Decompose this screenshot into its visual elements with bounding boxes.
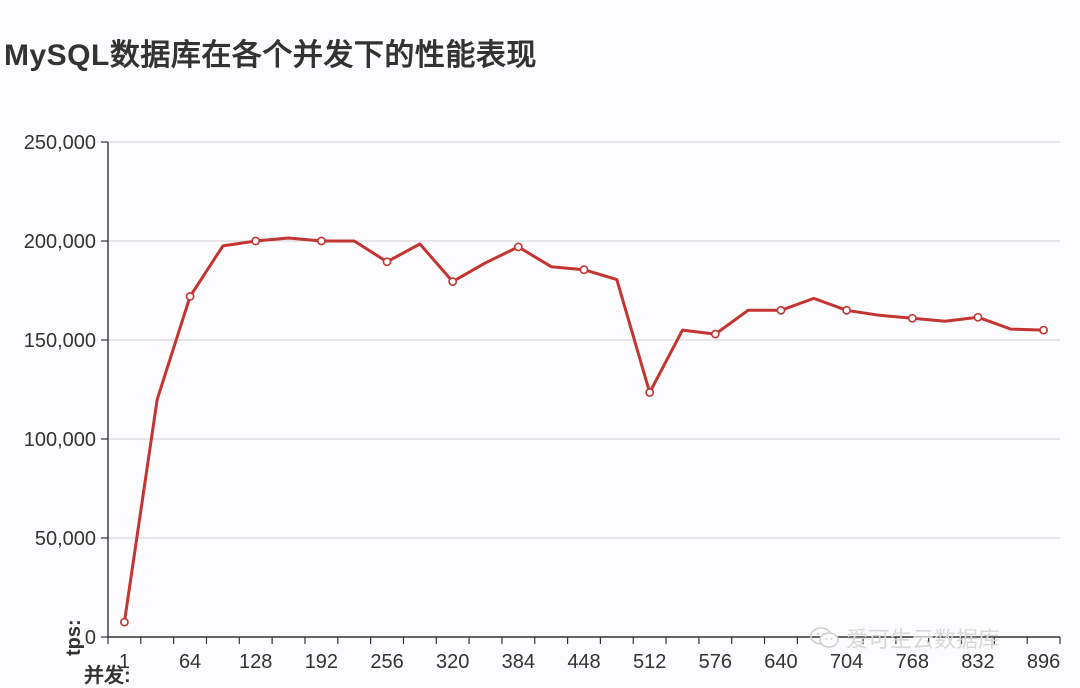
x-tick-label: 192 bbox=[305, 651, 338, 673]
x-tick-label: 896 bbox=[1027, 651, 1060, 673]
x-tick-label: 128 bbox=[239, 651, 272, 673]
y-tick-label: 250,000 bbox=[24, 132, 96, 154]
data-point bbox=[776, 305, 786, 315]
data-point bbox=[1039, 325, 1048, 335]
y-tick-label: 100,000 bbox=[24, 429, 96, 451]
y-tick-label: 50,000 bbox=[35, 528, 96, 550]
x-tick-label: 384 bbox=[502, 651, 535, 673]
x-tick-label: 64 bbox=[179, 651, 201, 673]
watermark-text: 爱可生云数据库 bbox=[846, 627, 1001, 652]
x-tick-label: 256 bbox=[370, 651, 403, 673]
data-point bbox=[382, 257, 392, 267]
data-point bbox=[645, 388, 655, 397]
data-point bbox=[907, 313, 917, 323]
x-tick-label: 448 bbox=[567, 651, 600, 673]
series-markers bbox=[120, 236, 1048, 627]
wechat-icon bbox=[810, 627, 839, 648]
x-tick-label: 1 bbox=[119, 651, 130, 673]
x-tick-label: 704 bbox=[830, 651, 863, 673]
x-axis-label: 并发: bbox=[84, 663, 131, 687]
x-tick-label: 640 bbox=[764, 651, 797, 673]
y-tick-labels: 0 50,000 100,000 150,000 200,000 250,000 bbox=[24, 132, 96, 649]
y-tick-label: 0 bbox=[85, 627, 96, 649]
series-line bbox=[122, 236, 1044, 623]
data-point bbox=[973, 312, 983, 322]
x-tick-label: 768 bbox=[896, 651, 929, 673]
data-point bbox=[185, 292, 195, 301]
data-point bbox=[120, 617, 129, 627]
y-tick-label: 150,000 bbox=[24, 330, 96, 352]
data-point bbox=[448, 277, 458, 286]
data-point bbox=[316, 236, 326, 246]
x-tick-label: 512 bbox=[633, 651, 666, 673]
data-point bbox=[513, 242, 523, 252]
chart-title: MySQL数据库在各个并发下的性能表现 bbox=[4, 39, 537, 72]
data-point bbox=[579, 265, 589, 275]
x-tick-labels: 1 64 128 192 256 320 384 448 512 576 640 704 768 832 8… bbox=[119, 651, 1060, 673]
data-point bbox=[710, 329, 720, 339]
y-tick-label: 200,000 bbox=[24, 231, 96, 253]
series-line-path bbox=[122, 236, 1044, 623]
x-tick-label: 832 bbox=[961, 651, 994, 673]
data-point bbox=[251, 236, 261, 246]
y-axis-label: tps: bbox=[63, 619, 85, 656]
data-point bbox=[842, 305, 852, 315]
x-tick-label: 576 bbox=[699, 651, 732, 673]
axes bbox=[101, 141, 1061, 644]
x-tick-label: 320 bbox=[436, 651, 469, 673]
watermark: 爱可生云数据库 bbox=[810, 622, 1000, 654]
grid-lines bbox=[108, 141, 1060, 539]
